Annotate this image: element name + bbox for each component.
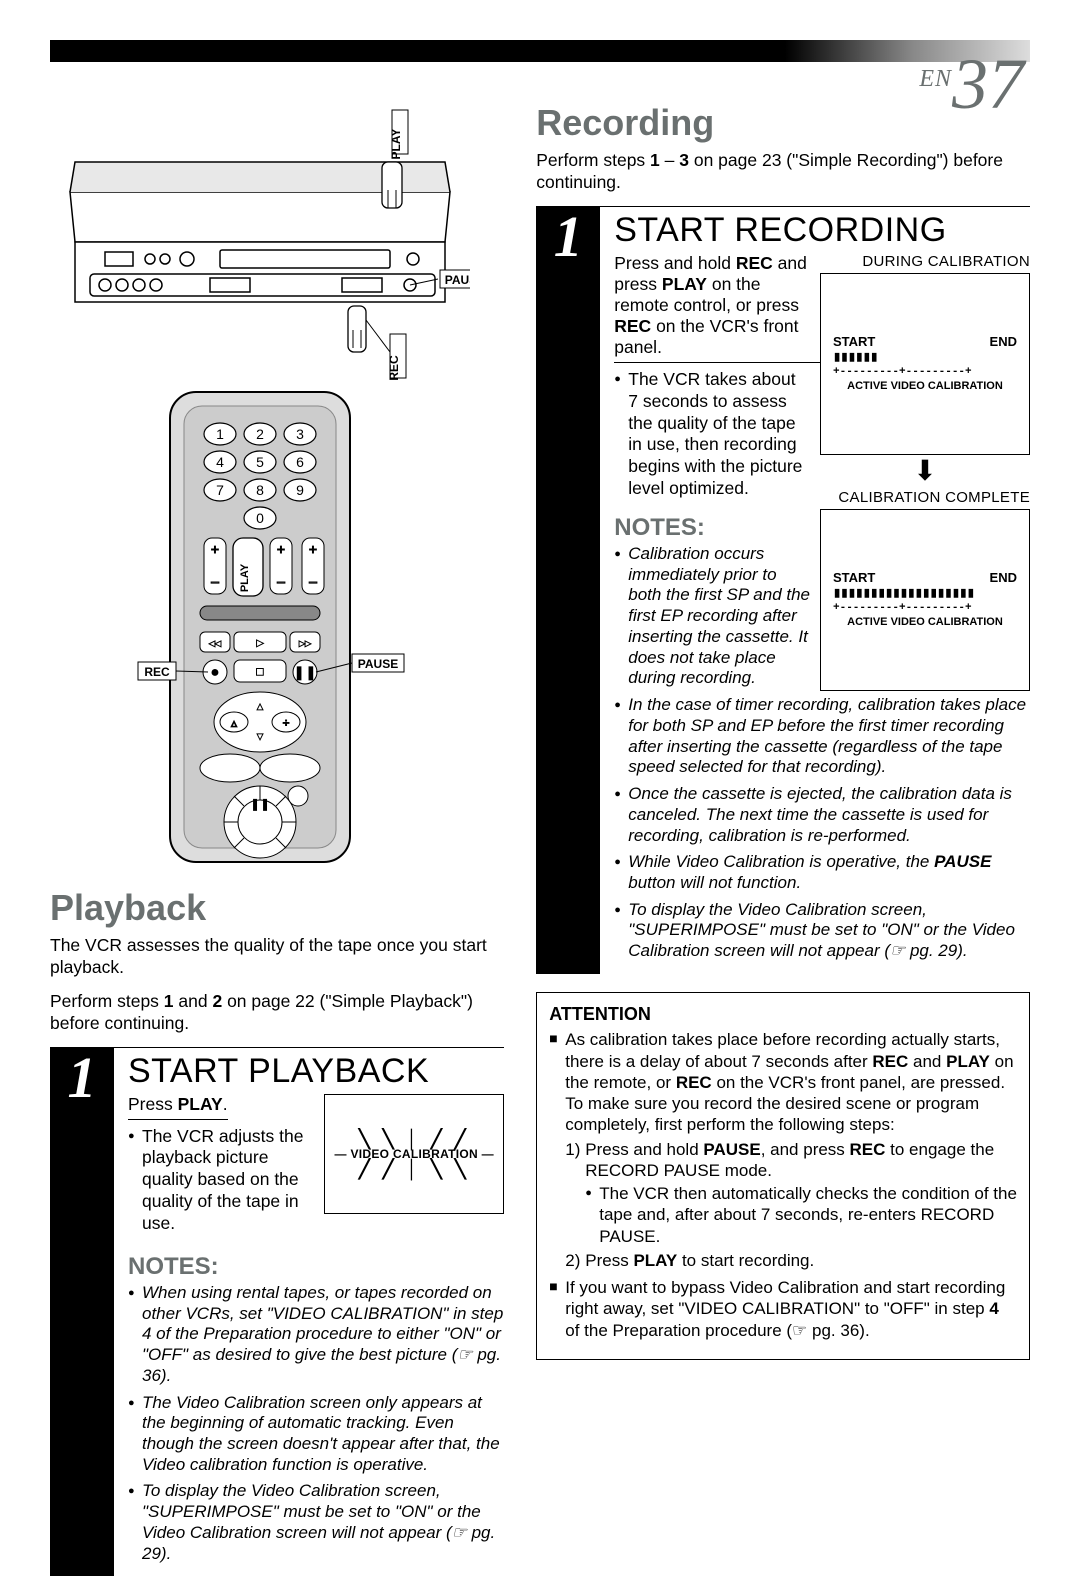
- vcr-remote-diagram: PLAY PAUSE REC 1 2 3: [50, 102, 470, 872]
- playback-note-2: The Video Calibration screen only appear…: [142, 1393, 504, 1476]
- svg-text:■: ■: [256, 663, 264, 679]
- recording-step-number: 1: [554, 211, 583, 263]
- page-number: EN37: [919, 48, 1024, 120]
- attention-box: ATTENTION As calibration takes place bef…: [536, 992, 1030, 1360]
- svg-text:REC: REC: [144, 665, 170, 679]
- svg-text:PAUSE: PAUSE: [358, 657, 398, 671]
- attention-step-1-sub: The VCR then automatically checks the co…: [599, 1183, 1017, 1247]
- svg-text:−: −: [308, 575, 317, 592]
- calib-progress-partial: ▮▮▮▮▮▮: [833, 349, 1017, 366]
- svg-text:▵: ▵: [231, 716, 237, 730]
- svg-text:▴: ▴: [257, 699, 263, 713]
- attention-item-1: As calibration takes place before record…: [565, 1029, 1017, 1271]
- svg-text:2: 2: [256, 426, 264, 442]
- svg-text:+: +: [309, 541, 317, 557]
- attention-step-1: 1)Press and hold PAUSE, and press REC to…: [585, 1139, 1017, 1247]
- top-gradient-bar: [50, 40, 1030, 62]
- calib-start-label: START: [833, 334, 875, 349]
- svg-text:−: −: [276, 575, 285, 592]
- svg-text:+: +: [211, 541, 219, 557]
- svg-text:5: 5: [256, 454, 264, 470]
- recording-note-4: While Video Calibration is operative, th…: [628, 852, 1030, 893]
- attention-item-2: If you want to bypass Video Calibration …: [565, 1277, 1017, 1341]
- recording-intro: Perform steps 1 – 3 on page 23 ("Simple …: [536, 150, 1030, 194]
- calib-end-label: END: [990, 334, 1017, 349]
- playback-step-number: 1: [68, 1052, 97, 1104]
- svg-text:PLAY: PLAY: [389, 129, 403, 160]
- svg-text:+: +: [277, 541, 285, 557]
- playback-notes-header: NOTES:: [128, 1253, 504, 1281]
- page-prefix: EN: [919, 66, 952, 92]
- svg-text:▸▸: ▸▸: [299, 636, 311, 650]
- playback-note-3: To display the Video Calibration screen,…: [142, 1481, 504, 1564]
- attention-title: ATTENTION: [549, 1003, 1017, 1026]
- playback-intro-2: Perform steps 1 and 2 on page 22 ("Simpl…: [50, 991, 504, 1035]
- calib-during-caption: DURING CALIBRATION: [820, 253, 1030, 270]
- right-column: Recording Perform steps 1 – 3 on page 23…: [536, 102, 1030, 1576]
- svg-text:REC: REC: [387, 355, 401, 381]
- svg-text:−: −: [210, 575, 219, 592]
- svg-text:8: 8: [256, 482, 264, 498]
- recording-note-1: Calibration occurs immediately prior to …: [628, 544, 1030, 689]
- recording-note-5: To display the Video Calibration screen,…: [628, 900, 1030, 962]
- playback-step-block: 1 START PLAYBACK Press PLAY. The VCR adj…: [50, 1047, 504, 1576]
- video-calibration-box: ╲ ╲ │ ╱ ╱ — VIDEO CALIBRATION — ╱ ╱ │ ╲ …: [324, 1094, 504, 1214]
- svg-text:0: 0: [256, 510, 264, 526]
- playback-intro-1: The VCR assesses the quality of the tape…: [50, 935, 504, 979]
- playback-step-bullet: The VCR adjusts the playback picture qua…: [142, 1126, 314, 1235]
- page-number-value: 37: [952, 44, 1024, 124]
- recording-step-heading: START RECORDING: [614, 213, 1030, 247]
- svg-text:÷: ÷: [283, 716, 290, 730]
- svg-text:◂◂: ◂◂: [209, 636, 221, 650]
- recording-note-2: In the case of timer recording, calibrat…: [628, 695, 1030, 778]
- playback-step-heading: START PLAYBACK: [128, 1054, 504, 1088]
- svg-text:PAUSE: PAUSE: [445, 273, 470, 287]
- step-number-cell: 1: [50, 1048, 114, 1576]
- recording-step-bullet: The VCR takes about 7 seconds to assess …: [628, 369, 1030, 500]
- step-number-cell: 1: [536, 207, 600, 974]
- recording-note-3: Once the cassette is ejected, the calibr…: [628, 784, 1030, 846]
- svg-text:●: ●: [210, 664, 220, 681]
- svg-text:❚❚: ❚❚: [293, 664, 316, 681]
- recording-notes-list: Calibration occurs immediately prior to …: [614, 544, 1030, 962]
- svg-text:6: 6: [296, 454, 304, 470]
- svg-text:4: 4: [216, 454, 224, 470]
- playback-note-1: When using rental tapes, or tapes record…: [142, 1283, 504, 1387]
- left-column: PLAY PAUSE REC 1 2 3: [50, 102, 504, 1576]
- svg-text:9: 9: [296, 482, 304, 498]
- svg-text:▾: ▾: [257, 729, 263, 743]
- playback-step-sub: Press PLAY.: [128, 1094, 228, 1120]
- svg-text:1: 1: [216, 426, 224, 442]
- svg-text:▸: ▸: [256, 634, 263, 650]
- svg-text:3: 3: [296, 426, 304, 442]
- attention-step-2: 2)Press PLAY to start recording.: [585, 1250, 1017, 1271]
- svg-text:7: 7: [216, 482, 224, 498]
- svg-text:PLAY: PLAY: [239, 563, 251, 592]
- recording-step-block: 1 START RECORDING DURING CALIBRATION STA…: [536, 206, 1030, 974]
- playback-title: Playback: [50, 887, 504, 929]
- svg-text:❚❚: ❚❚: [250, 797, 270, 811]
- playback-notes-list: When using rental tapes, or tapes record…: [128, 1283, 504, 1565]
